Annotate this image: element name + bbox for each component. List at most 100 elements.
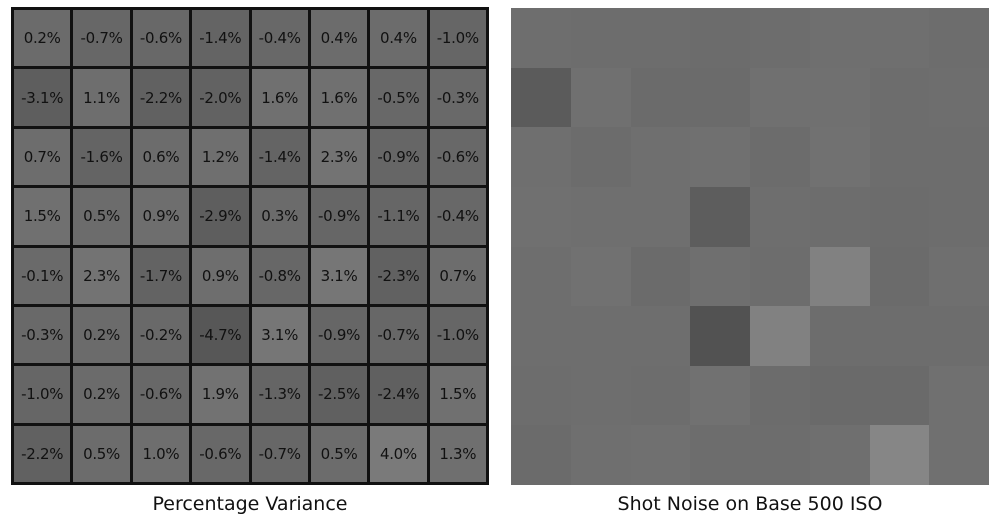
variance-cell: 0.2% [73,366,130,423]
noise-cell [869,365,930,426]
percentage-variance-grid: 0.2% -0.7% -0.6% -1.4% -0.4% 0.4% 0.4% -1.0% -3.… [11,7,489,485]
noise-cell [809,246,870,307]
noise-cell [869,186,930,247]
noise-cell [570,67,631,128]
noise-cell [750,127,810,187]
variance-cell: 3.1% [310,247,368,304]
variance-cell: -0.4% [251,10,308,67]
noise-cell [630,246,691,307]
variance-cell: 1.1% [73,69,130,126]
variance-cell: -0.5% [370,69,427,126]
variance-cell: 1.9% [192,366,249,423]
noise-cell [570,425,631,485]
variance-cell: -1.4% [251,128,308,186]
noise-cell [809,425,870,485]
noise-cell [750,186,810,247]
noise-cell [690,306,750,366]
noise-cell [690,127,750,187]
shot-noise-grid [511,8,989,485]
variance-cell: -0.7% [251,425,308,482]
variance-cell: -0.6% [132,366,190,423]
noise-cell [690,365,750,426]
noise-cell [869,306,930,366]
variance-cell: 0.7% [429,247,486,304]
noise-cell [690,425,750,485]
noise-cell [750,8,810,68]
variance-cell: -1.3% [251,366,308,423]
noise-cell [809,8,870,68]
variance-cell: -1.0% [429,306,486,364]
noise-cell [570,365,631,426]
noise-cell [570,306,631,366]
noise-cell [690,186,750,247]
variance-cell: 0.2% [14,10,71,67]
noise-cell [869,246,930,307]
variance-cell: -0.6% [192,425,249,482]
noise-cell [511,365,571,426]
noise-cell [750,306,810,366]
variance-cell: -2.4% [370,366,427,423]
variance-cell: 2.3% [310,128,368,186]
variance-cell: 0.6% [132,128,190,186]
noise-cell [630,8,691,68]
noise-cell [570,186,631,247]
percentage-variance-caption: Percentage Variance [152,493,348,515]
variance-cell: -1.0% [429,10,486,67]
noise-cell [809,306,870,366]
variance-cell: 1.6% [310,69,368,126]
noise-cell [929,425,989,485]
variance-cell: 0.7% [14,128,71,186]
noise-cell [630,127,691,187]
variance-cell: -0.9% [310,306,368,364]
noise-cell [929,186,989,247]
variance-cell: -2.2% [14,425,71,482]
variance-cell: -2.2% [132,69,190,126]
variance-cell: 1.3% [429,425,486,482]
variance-cell: -0.1% [14,247,71,304]
noise-cell [511,246,571,307]
noise-cell [630,67,691,128]
variance-cell: -2.3% [370,247,427,304]
variance-cell: -0.6% [132,10,190,67]
variance-cell: 0.5% [73,188,130,245]
noise-cell [869,8,930,68]
variance-cell: 0.9% [132,188,190,245]
variance-cell: 1.6% [251,69,308,126]
variance-cell: 1.0% [132,425,190,482]
noise-cell [511,186,571,247]
variance-cell: 2.3% [73,247,130,304]
variance-cell: -0.9% [370,128,427,186]
variance-cell: -0.7% [73,10,130,67]
noise-cell [511,306,571,366]
variance-cell: -0.3% [14,306,71,364]
variance-cell: -0.4% [429,188,486,245]
noise-cell [809,127,870,187]
noise-cell [869,67,930,128]
variance-cell: -0.9% [310,188,368,245]
noise-cell [570,246,631,307]
variance-cell: -1.7% [132,247,190,304]
noise-cell [809,186,870,247]
variance-cell: -2.9% [192,188,249,245]
variance-cell: -1.4% [192,10,249,67]
variance-cell: 3.1% [251,306,308,364]
noise-cell [570,8,631,68]
shot-noise-caption: Shot Noise on Base 500 ISO [617,493,883,515]
variance-cell: -0.3% [429,69,486,126]
noise-cell [929,8,989,68]
noise-cell [750,425,810,485]
noise-cell [511,425,571,485]
noise-cell [690,67,750,128]
variance-cell: -0.2% [132,306,190,364]
noise-cell [929,67,989,128]
noise-cell [511,127,571,187]
noise-cell [929,127,989,187]
noise-cell [929,246,989,307]
noise-cell [929,306,989,366]
variance-cell: -2.5% [310,366,368,423]
noise-cell [630,186,691,247]
variance-cell: 0.9% [192,247,249,304]
noise-cell [869,127,930,187]
variance-cell: -3.1% [14,69,71,126]
noise-cell [630,306,691,366]
